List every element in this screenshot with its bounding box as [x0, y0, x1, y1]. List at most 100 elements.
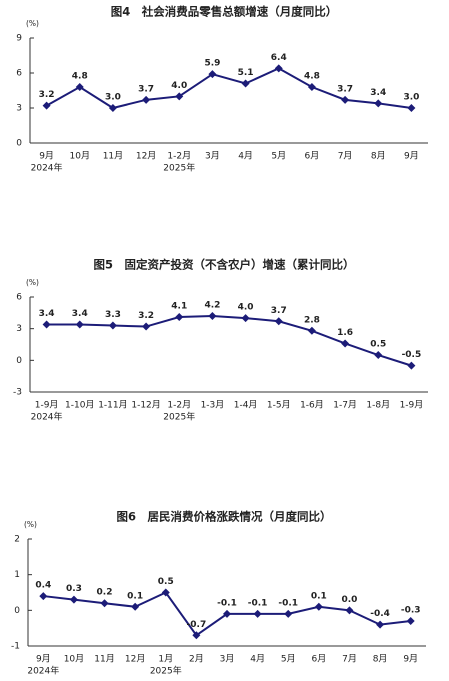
marker [39, 592, 48, 601]
unit-label: (%) [24, 520, 37, 529]
marker [241, 314, 250, 323]
marker [100, 599, 109, 608]
x-tick-label: 1-7月 [333, 400, 357, 411]
y-tick-label: 0 [16, 139, 22, 149]
x-tick-label: 3月 [205, 151, 220, 162]
x-tick-label: 1-12月 [131, 400, 160, 411]
value-label: 4.8 [304, 72, 320, 82]
marker [341, 95, 350, 104]
y-tick-label: 1 [14, 570, 20, 580]
value-label: 0.2 [97, 588, 113, 598]
value-label: -0.1 [248, 598, 268, 608]
value-label: 0.5 [158, 577, 174, 587]
marker [407, 104, 416, 112]
year-label: 2025年 [163, 162, 195, 174]
marker [175, 92, 184, 101]
marker [284, 609, 293, 618]
marker [307, 326, 316, 335]
x-tick-label: 1-9月 [400, 400, 424, 411]
y-tick-label: 2 [14, 535, 20, 545]
value-label: 0.1 [127, 591, 143, 601]
x-tick-label: 2月 [189, 654, 204, 665]
marker [131, 602, 140, 611]
y-tick-label: 6 [16, 69, 22, 79]
year-label: 2024年 [27, 665, 59, 677]
x-tick-label: 6月 [311, 654, 326, 665]
chart-title: 图6 居民消费价格涨跌情况（月度同比） [117, 510, 332, 524]
year-label: 2025年 [150, 665, 182, 677]
marker [142, 322, 151, 331]
value-label: -0.7 [187, 620, 207, 630]
x-tick-label: 8月 [371, 151, 386, 162]
x-tick-label: 11月 [94, 654, 114, 665]
y-tick-label: 6 [16, 293, 22, 303]
marker [42, 101, 51, 110]
value-label: 0.3 [66, 584, 82, 594]
marker [42, 320, 51, 329]
value-label: 2.8 [304, 315, 320, 325]
value-label: -0.3 [401, 606, 421, 616]
value-label: 3.0 [403, 93, 419, 103]
y-tick-label: 0 [16, 356, 22, 366]
value-label: -0.1 [278, 598, 298, 608]
marker [406, 617, 415, 626]
x-tick-label: 1-9月 [35, 400, 59, 411]
value-label: 3.7 [138, 84, 154, 94]
value-label: 3.4 [39, 309, 55, 319]
y-tick-label: 0 [14, 606, 20, 616]
chart-title: 图4 社会消费品零售总额增速（月度同比） [111, 5, 338, 19]
marker [175, 313, 184, 322]
x-tick-label: 1-4月 [234, 400, 258, 411]
marker [274, 317, 283, 326]
value-label: 0.5 [370, 340, 386, 350]
y-tick-label: 9 [16, 34, 22, 44]
x-tick-label: 9月 [39, 151, 54, 162]
value-label: 3.7 [337, 84, 353, 94]
marker [241, 79, 250, 88]
x-tick-label: 1-6月 [300, 400, 324, 411]
marker [376, 620, 385, 629]
chart-title: 图5 固定资产投资（不含农户）增速（累计同比） [94, 258, 355, 272]
marker [223, 609, 231, 618]
marker [208, 70, 217, 79]
marker [142, 95, 151, 104]
year-label: 2024年 [31, 411, 63, 423]
marker [374, 351, 383, 360]
marker [307, 83, 316, 91]
marker [108, 104, 117, 112]
value-label: 0.0 [341, 595, 357, 605]
value-label: -0.4 [370, 609, 390, 619]
marker [75, 320, 84, 329]
value-label: 3.3 [105, 310, 121, 320]
value-label: 3.4 [72, 309, 88, 319]
series-line [46, 67, 412, 110]
x-tick-label: 8月 [373, 654, 388, 665]
x-tick-label: 9月 [404, 151, 419, 162]
x-tick-label: 4月 [238, 151, 253, 162]
marker [108, 321, 117, 330]
x-tick-label: 1-5月 [267, 400, 291, 411]
x-tick-label: 10月 [64, 654, 84, 665]
marker [253, 609, 262, 618]
marker [345, 606, 354, 615]
value-label: 4.1 [171, 302, 187, 312]
year-label: 2024年 [31, 162, 63, 174]
value-label: 4.0 [238, 303, 254, 313]
y-tick-label: -1 [11, 642, 20, 652]
value-label: 5.1 [238, 68, 254, 78]
value-label: 1.6 [337, 328, 353, 338]
x-tick-label: 3月 [220, 654, 235, 665]
x-tick-label: 1-8月 [366, 400, 390, 411]
x-tick-label: 1-3月 [201, 400, 225, 411]
marker [274, 64, 283, 73]
value-label: 6.4 [271, 53, 287, 63]
value-label: 3.2 [138, 311, 154, 321]
value-label: 0.4 [35, 581, 51, 591]
marker [341, 339, 350, 348]
marker [192, 631, 201, 640]
value-label: 0.1 [311, 591, 327, 601]
value-label: -0.1 [217, 598, 237, 608]
value-label: 4.8 [72, 72, 88, 82]
x-tick-label: 10月 [70, 151, 90, 162]
